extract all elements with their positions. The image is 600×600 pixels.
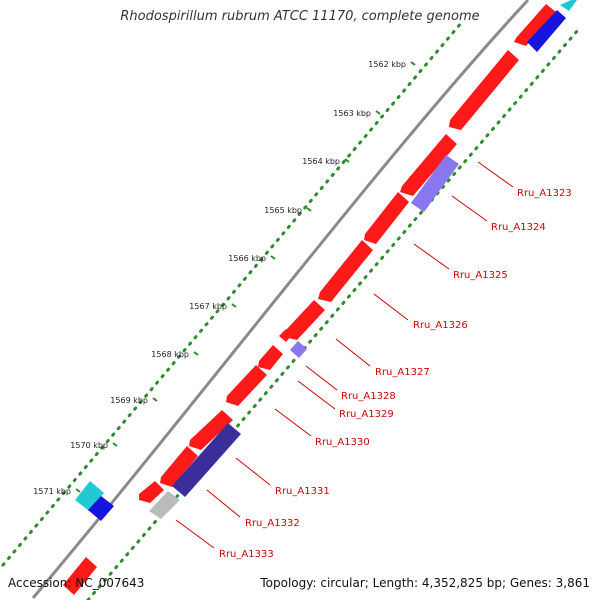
gene-label[interactable]: Rru_A1331 [275, 486, 330, 497]
gene-label[interactable]: Rru_A1328 [341, 391, 396, 402]
cds-arrow[interactable] [226, 365, 267, 406]
gene-label-leader [297, 380, 336, 410]
cds-arrow[interactable] [189, 410, 233, 450]
kbp-tick-mark [270, 255, 276, 260]
cds-arrow[interactable] [449, 50, 519, 130]
kbp-tick-mark [344, 158, 350, 163]
cds-arrow[interactable] [258, 345, 283, 370]
inner-feature-track [75, 0, 577, 521]
cds-arrow[interactable] [160, 446, 198, 487]
blue-feature[interactable] [88, 496, 114, 521]
blast-hit-band[interactable] [527, 10, 566, 52]
cds-arrow[interactable] [139, 481, 164, 503]
gene-label[interactable]: Rru_A1333 [219, 549, 274, 560]
kbp-tick-label: 1563 kbp [333, 109, 371, 118]
gene-label[interactable]: Rru_A1330 [315, 437, 370, 448]
topology-summary: Topology: circular; Length: 4,352,825 bp… [260, 576, 590, 590]
gene-label[interactable]: Rru_A1325 [453, 270, 508, 281]
blast-hit-band[interactable] [290, 341, 307, 358]
cyan-feature[interactable] [75, 481, 104, 511]
cds-arrow[interactable] [279, 329, 292, 342]
inner-dotted-track [86, 28, 580, 600]
cds-arrow[interactable] [318, 240, 373, 302]
gene-label-leader [206, 489, 241, 518]
kbp-tick-mark [410, 61, 416, 66]
cds-arrow[interactable] [364, 192, 409, 244]
gene-label-leader [235, 457, 271, 486]
gene-label-leader [335, 338, 371, 367]
kbp-tick-mark [231, 303, 237, 308]
kbp-tick-mark [152, 397, 158, 402]
cds-arrow[interactable] [284, 300, 325, 340]
gene-label[interactable]: Rru_A1327 [375, 367, 430, 378]
cds-arrow[interactable] [514, 4, 556, 46]
gene-label[interactable]: Rru_A1324 [491, 222, 546, 233]
kbp-tick-label: 1571 kbp [33, 487, 71, 496]
kbp-tick-label: 1567 kbp [189, 302, 227, 311]
cds-arrow[interactable] [63, 557, 97, 595]
gene-label-leader [305, 365, 338, 391]
kbp-tick-label: 1570 kbp [70, 441, 108, 450]
kbp-tick-label: 1568 kbp [151, 350, 189, 359]
gene-label-leader [413, 243, 450, 270]
blast-hit-band[interactable] [411, 155, 459, 212]
kbp-ticks: 1562 kbp 1563 kbp 1564 kbp 1565 kbp 1566 kbp… [33, 60, 416, 496]
gene-labels: Rru_A1323 Rru_A1324 Rru_A1325 Rru_A1326 Rru_… [175, 161, 572, 560]
gene-label-leader [274, 408, 312, 437]
outer-dotted-track [1, 20, 464, 567]
kbp-tick-mark [193, 351, 199, 356]
gene-label[interactable]: Rru_A1329 [339, 409, 394, 420]
kbp-tick-label: 1569 kbp [110, 396, 148, 405]
cyan-feature[interactable] [560, 0, 577, 11]
gene-label-leader [451, 195, 488, 222]
gene-label[interactable]: Rru_A1323 [517, 188, 572, 199]
kbp-tick-mark [375, 110, 381, 115]
gene-label-leader [175, 519, 215, 549]
kbp-tick-mark [306, 207, 312, 212]
accession-text: Accession: NC_007643 [8, 576, 145, 590]
kbp-tick-label: 1566 kbp [228, 254, 266, 263]
blast-hit-band[interactable] [172, 423, 241, 497]
kbp-tick-mark [112, 442, 118, 447]
kbp-tick-label: 1562 kbp [368, 60, 406, 69]
kbp-tick-label: 1565 kbp [264, 206, 302, 215]
cds-track [63, 4, 556, 595]
blast-hit-band[interactable] [149, 491, 180, 519]
gene-label-leader [373, 293, 409, 321]
kbp-tick-mark [75, 488, 81, 493]
gene-label[interactable]: Rru_A1326 [413, 320, 468, 331]
gene-label[interactable]: Rru_A1332 [245, 518, 300, 529]
cds-arrow[interactable] [400, 134, 457, 196]
genome-title: Rhodospirillum rubrum ATCC 11170, comple… [120, 9, 480, 24]
kbp-tick-label: 1564 kbp [302, 157, 340, 166]
gene-label-leader [477, 161, 514, 188]
